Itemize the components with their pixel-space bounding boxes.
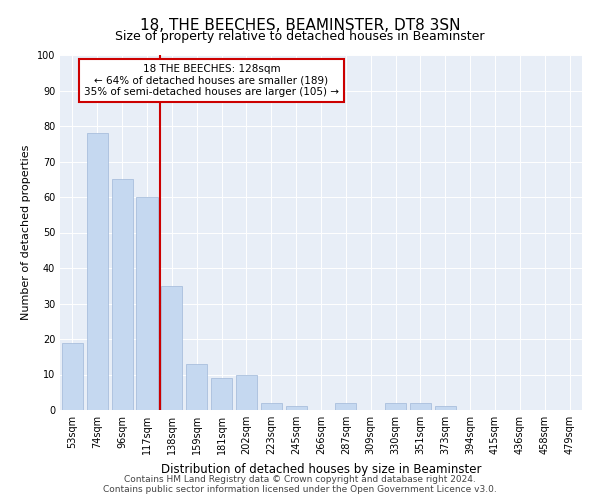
Bar xyxy=(435,406,456,410)
Text: Size of property relative to detached houses in Beaminster: Size of property relative to detached ho… xyxy=(115,30,485,43)
Bar xyxy=(335,403,356,410)
Bar xyxy=(112,180,133,410)
Bar xyxy=(286,406,307,410)
Text: 18 THE BEECHES: 128sqm
← 64% of detached houses are smaller (189)
35% of semi-de: 18 THE BEECHES: 128sqm ← 64% of detached… xyxy=(84,64,339,97)
Bar xyxy=(211,378,232,410)
Bar xyxy=(186,364,207,410)
Bar xyxy=(136,197,158,410)
Y-axis label: Number of detached properties: Number of detached properties xyxy=(21,145,31,320)
X-axis label: Distribution of detached houses by size in Beaminster: Distribution of detached houses by size … xyxy=(161,462,481,475)
Bar xyxy=(410,403,431,410)
Bar xyxy=(161,286,182,410)
Text: Contains HM Land Registry data © Crown copyright and database right 2024.
Contai: Contains HM Land Registry data © Crown c… xyxy=(103,474,497,494)
Bar xyxy=(385,403,406,410)
Bar xyxy=(62,342,83,410)
Bar xyxy=(261,403,282,410)
Text: 18, THE BEECHES, BEAMINSTER, DT8 3SN: 18, THE BEECHES, BEAMINSTER, DT8 3SN xyxy=(140,18,460,32)
Bar xyxy=(236,374,257,410)
Bar xyxy=(87,133,108,410)
